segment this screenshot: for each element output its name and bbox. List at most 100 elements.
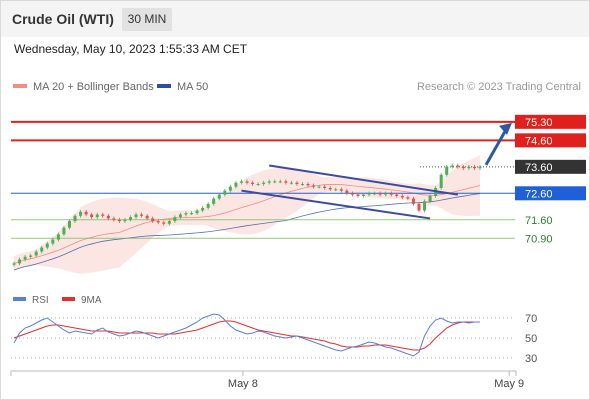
candle-body [400,195,404,198]
legend-label: MA 50 [177,81,208,93]
candle-body [62,227,66,235]
candle-body [300,184,304,186]
level-label-73-60: 73.60 [525,162,553,174]
candle-body [156,221,160,223]
candle-body [101,214,105,216]
candle-body [212,198,216,204]
x-tick-label: May 8 [228,378,258,390]
candle-body [367,193,371,195]
level-label-75-30: 75.30 [525,117,553,129]
legend-swatch [157,84,171,88]
x-tick-label: May 9 [494,378,524,390]
candle-body [317,186,321,188]
candle-body [201,207,205,211]
level-tag-74-60 [515,133,586,148]
level-tag-72-60 [515,186,586,201]
rsi-legend-label: RSI [32,295,49,306]
level-label-74-60: 74.60 [525,135,553,147]
candle-body [384,193,388,195]
forecast-arrow-line [484,127,509,166]
candle-body [128,217,133,220]
level-label-71-60: 71.60 [525,215,553,227]
candle-body [289,182,293,184]
rsi-tick-label: 30 [525,353,537,365]
bollinger-band-fill [14,155,480,274]
candle-body [450,165,454,167]
candle-body [112,218,116,220]
candle-body [472,166,476,169]
candle-body [73,215,77,222]
level-tag-75-30 [515,114,586,129]
candle-body [23,256,27,260]
candle-body [34,251,38,256]
legend-swatch [13,84,27,88]
candle-body [217,194,221,199]
forecast-arrow-head-icon [499,122,512,135]
candle-body [178,214,182,218]
candle-body [206,203,210,208]
candle-body [95,214,99,218]
candle-body [467,166,471,169]
ma50-line [13,193,481,271]
timeframe-button[interactable]: 30 MIN [122,8,172,31]
candle-body [284,181,288,183]
candle-body [67,221,71,228]
candle-body [228,186,232,191]
candle-body [456,165,460,167]
candle-body [195,210,199,214]
candle-body [51,239,55,244]
legend-label: MA 20 + Bollinger Bands [33,81,154,93]
candle-body [251,182,255,185]
timestamp: Wednesday, May 10, 2023 1:55:33 AM CET [14,42,248,56]
candle-body [262,182,266,185]
candle-body [323,186,327,188]
rsi-ma-line [13,320,480,351]
candle-body [345,190,349,194]
candle-body [428,195,432,202]
candle-body [378,193,382,195]
candle-body [445,166,449,175]
level-label-70-90: 70.90 [525,233,553,245]
chart-header: Crude Oil (WTI) 30 MIN [1,1,589,37]
candle-body [411,198,415,204]
candle-body [167,221,171,224]
candle-body [389,193,393,195]
candle-body [406,197,410,199]
candle-body [90,214,94,218]
candle-body [312,185,316,187]
candle-body [56,234,60,240]
candle-body [173,217,177,222]
candle-body [278,181,282,183]
candle-body [361,194,366,196]
candle-body [106,215,110,219]
rsi-line [13,313,480,357]
candle-body [190,213,194,215]
rsi-legend-swatch [13,297,26,301]
candle-body [339,189,343,191]
candle-body [239,181,243,183]
candle-body [134,214,138,218]
candle-body [184,213,188,215]
candle-body [306,184,310,186]
candle-body [273,181,277,183]
candle-body [117,219,121,222]
candle-body [29,255,33,257]
candle-body [40,247,44,252]
candle-body [12,263,16,265]
rsi-legend-label: 9MA [81,295,102,306]
candle-body [245,181,249,183]
candle-body [79,211,83,216]
candle-body [45,243,49,248]
channel-lower-line [241,189,431,220]
candle-body [295,182,299,185]
rsi-legend-swatch [62,297,75,301]
candle-body [373,193,377,195]
level-tag-73-60 [515,159,586,174]
candle-body [423,201,427,211]
candle-body [267,181,271,183]
watermark-text: Research © 2023 Trading Central [417,81,581,93]
rsi-tick-label: 70 [525,313,537,325]
candle-body [18,259,22,264]
